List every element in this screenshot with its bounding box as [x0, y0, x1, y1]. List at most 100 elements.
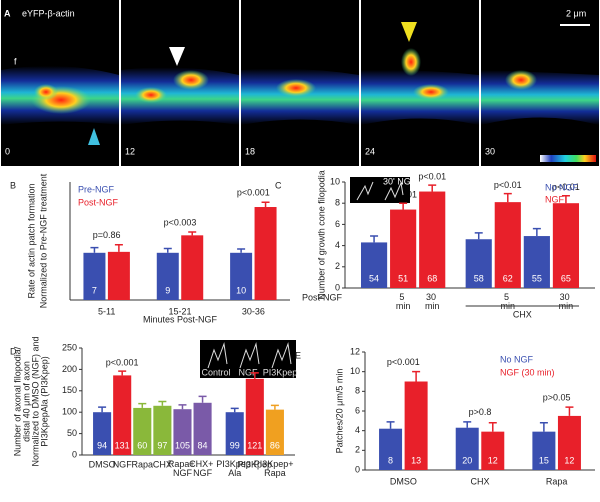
- x-tick-label: 30-36: [242, 306, 265, 316]
- n-label: 15: [539, 455, 549, 465]
- n-label: 54: [369, 273, 379, 283]
- error-bar: [270, 404, 279, 410]
- n-label: 12: [488, 455, 498, 465]
- n-label: 94: [97, 440, 107, 450]
- bar: [254, 207, 277, 300]
- inset-image: [200, 340, 296, 378]
- p-value: p<0.001: [106, 357, 139, 367]
- n-label: 121: [247, 440, 262, 450]
- bar: [181, 235, 204, 300]
- bar: [225, 412, 244, 455]
- p-value: p<0.01: [494, 180, 522, 190]
- time-label: 30: [485, 146, 495, 156]
- x-tick-label: DMSO: [390, 476, 417, 486]
- n-label: 62: [503, 273, 513, 283]
- panel-a-text: A: [4, 8, 11, 18]
- legend-entry: No NGF: [545, 182, 579, 192]
- x-tick-label: CHX: [153, 459, 172, 469]
- error-bar: [532, 227, 541, 237]
- y-tick-label: 0: [72, 449, 77, 459]
- arrowhead: [88, 128, 100, 145]
- error-bar: [188, 231, 197, 236]
- p-value: p>0.05: [543, 392, 571, 402]
- x-tick-label: Rapa+ NGF: [168, 459, 197, 478]
- y-tick-label: 8: [355, 386, 360, 396]
- chart-panel: E Patches/20 μm/5 min 0 2 4 6 8 10 12 DMSO p<0.001…: [295, 346, 595, 486]
- x-axis-label: Minutes Post-NGF: [143, 314, 218, 324]
- y-tick-label: 10: [350, 366, 360, 376]
- time-label: 12: [125, 146, 135, 156]
- bar: [193, 402, 212, 455]
- inset-label: PI3Kpep: [263, 367, 298, 377]
- n-label: 55: [532, 273, 542, 283]
- y-axis-label: Normalized to Pre-NGF treatment: [38, 173, 48, 308]
- bar: [156, 252, 179, 300]
- y-tick-label: 200: [62, 364, 77, 374]
- panel-a-text: f: [14, 56, 17, 66]
- legend-entry: NGF (30 min): [500, 367, 555, 377]
- p-value: p<0.01: [418, 172, 446, 182]
- actin-band: [241, 68, 359, 125]
- x-tick-label: PI3Kpep Ala: [216, 459, 253, 478]
- n-label: 51: [398, 273, 408, 283]
- image-frame: 0: [1, 0, 119, 166]
- color-bar: [540, 155, 596, 162]
- error-bar: [565, 406, 574, 416]
- error-bar: [237, 248, 246, 253]
- y-tick-label: 250: [62, 342, 77, 352]
- error-bar: [90, 246, 99, 253]
- y-tick-label: 6: [335, 219, 340, 229]
- error-bar: [474, 232, 483, 240]
- bar: [83, 252, 106, 300]
- error-bar: [428, 184, 437, 192]
- x-tick-label: CHX: [470, 476, 489, 486]
- bar: [360, 242, 388, 288]
- error-bar: [114, 244, 123, 252]
- panel-letter: D: [10, 346, 17, 356]
- error-bar: [198, 395, 207, 403]
- y-tick-label: 0: [355, 464, 360, 474]
- n-label: 84: [198, 440, 208, 450]
- x-tick-label: NGF: [113, 459, 133, 469]
- error-bar: [158, 400, 167, 406]
- legend-entry: No NGF: [500, 354, 534, 364]
- bar: [379, 428, 403, 470]
- x-tick-label: 15-21: [168, 306, 191, 316]
- x-tick-label: 30 min: [425, 292, 440, 311]
- actin-patch: [173, 70, 209, 90]
- error-bar: [118, 370, 127, 376]
- legend-entry: Post-NGF: [78, 197, 119, 207]
- time-label: 18: [245, 146, 255, 156]
- time-label: 24: [365, 146, 375, 156]
- n-label: 105: [175, 440, 190, 450]
- x-tick-label: 30 min: [559, 292, 574, 311]
- arrowhead: [401, 22, 417, 42]
- bar: [552, 203, 580, 288]
- bar: [245, 378, 264, 455]
- x-tick-label: 5-11: [98, 306, 115, 316]
- p-value: p<0.003: [164, 217, 197, 227]
- legend-entry: NGF: [545, 194, 565, 204]
- actin-band: [121, 67, 239, 125]
- panel-a-text: 2 μm: [566, 8, 586, 18]
- bar: [390, 209, 417, 288]
- n-label: 58: [474, 273, 484, 283]
- y-axis-label: Rate of actin patch formation: [26, 183, 36, 298]
- y-axis-label: distal 40 μm of axon: [21, 361, 31, 442]
- row-label: Post-NGF: [302, 292, 343, 302]
- n-label: 60: [137, 440, 147, 450]
- image-frame: 24: [361, 0, 479, 166]
- y-tick-label: 50: [67, 428, 77, 438]
- time-label: 0: [5, 146, 10, 156]
- y-tick-label: 8: [335, 198, 340, 208]
- panel-letter: B: [10, 180, 16, 190]
- actin-patch: [505, 70, 537, 90]
- x-tick-label: CHX+ NGF: [189, 459, 216, 478]
- bar: [523, 236, 550, 288]
- error-bar: [561, 195, 570, 204]
- inset-cell: [356, 181, 404, 201]
- image-frame: 30: [481, 0, 599, 166]
- error-bar: [386, 421, 395, 429]
- error-bar: [539, 422, 548, 432]
